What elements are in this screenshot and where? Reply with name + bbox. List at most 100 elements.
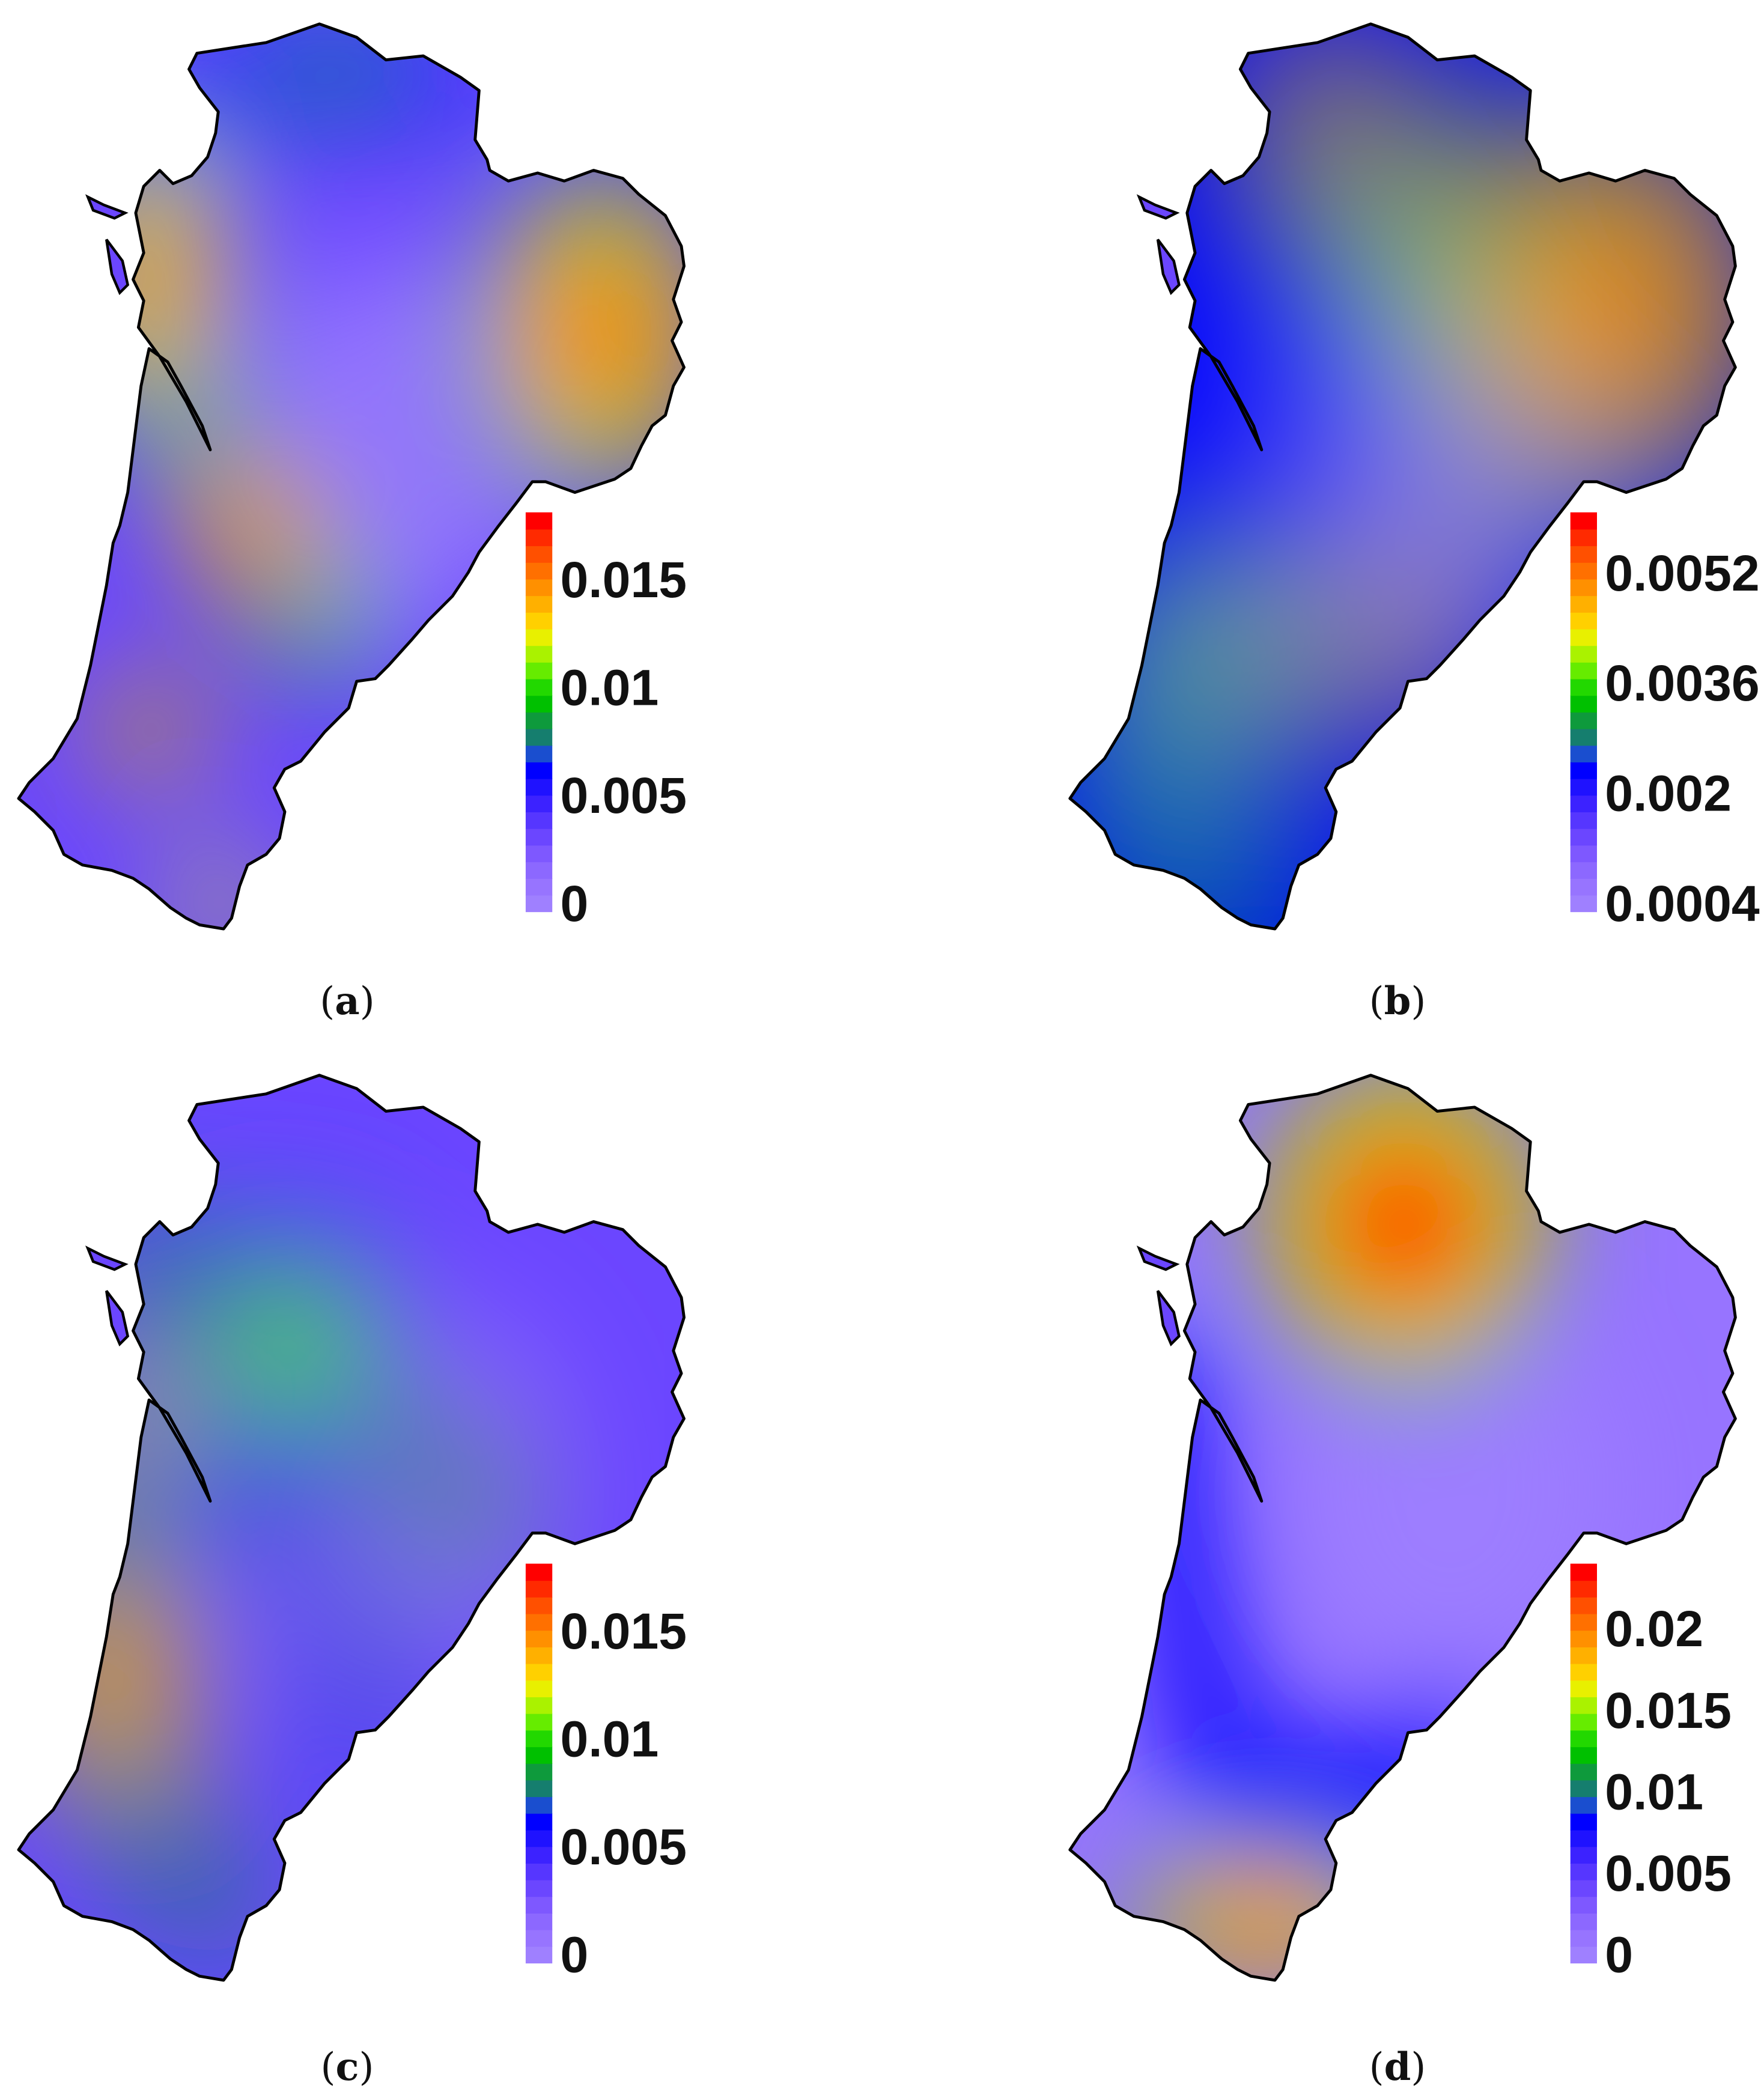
colorbar-step <box>1570 712 1597 729</box>
colorbar-step <box>525 712 553 729</box>
colorbar-step <box>525 1863 553 1881</box>
colorbar-step <box>1570 562 1597 580</box>
colorbar-tick-label: 0 <box>561 1927 589 1983</box>
colorbar-step <box>525 645 553 663</box>
colorbar-tick-label: 0.01 <box>561 660 659 716</box>
colorbar-step <box>525 1563 553 1581</box>
hotspot-southwest-ring-3 <box>1143 588 1239 716</box>
colorbar-tick-label: 0.002 <box>1605 765 1732 821</box>
colorbar-step <box>1570 1647 1597 1664</box>
colorbar-step <box>525 828 553 846</box>
colorbar-tick-label: 0.0036 <box>1605 655 1759 711</box>
colorbar-step <box>525 845 553 863</box>
colorbar-step <box>525 546 553 563</box>
colorbar-step <box>525 695 553 713</box>
colorbar-tick-label: 0.0052 <box>1605 545 1759 601</box>
colorbar-step <box>1570 1929 1597 1947</box>
hotspot-east-ring-3 <box>1534 210 1686 402</box>
colorbar-tick-label: 0.005 <box>561 1819 687 1875</box>
colorbar-step <box>525 1597 553 1614</box>
colorbar-step <box>1570 1680 1597 1698</box>
colorbar-step <box>525 895 553 913</box>
colorbar-step <box>525 595 553 613</box>
colorbar-step <box>525 1796 553 1814</box>
colorbar-step <box>1570 1580 1597 1598</box>
colorbar-tick-label: 0.015 <box>1605 1682 1732 1739</box>
region-border <box>1068 1074 1737 1982</box>
colorbar-step <box>1570 579 1597 597</box>
island <box>85 1245 129 1271</box>
panel-label-a: a <box>335 979 360 1024</box>
island <box>1156 1290 1181 1347</box>
colorbar-step <box>525 1896 553 1914</box>
colorbar-step <box>1570 628 1597 646</box>
colorbar-step <box>1570 1846 1597 1864</box>
map-b <box>1069 23 1736 929</box>
colorbar-step <box>525 1697 553 1714</box>
colorbar-step <box>525 1946 553 1964</box>
island <box>1136 194 1180 220</box>
colorbar-tick-label: 0 <box>561 875 589 932</box>
colorbar-step <box>525 562 553 580</box>
colorbar-step <box>525 1663 553 1681</box>
region-border <box>1068 22 1737 931</box>
colorbar-step <box>1570 1879 1597 1897</box>
panel-label-b: b <box>1384 979 1411 1024</box>
panel-c: 0 0.005 0.01 0.015 <box>17 1074 687 1983</box>
colorbar-step <box>1570 1597 1597 1614</box>
colorbar-step <box>1570 1829 1597 1847</box>
colorbar-step <box>1570 745 1597 762</box>
hotspot-north-ring-3 <box>1336 1148 1472 1301</box>
colorbar-step <box>1570 529 1597 547</box>
colorbar-step <box>525 661 553 680</box>
hotspot-east-ring-3 <box>543 252 655 413</box>
colorbar-step <box>1570 1697 1597 1714</box>
panel-caption-b: (b) <box>1369 979 1426 1024</box>
colorbar-step <box>525 678 553 696</box>
colorbar-step <box>1570 678 1597 696</box>
hotspot-north-ring-3 <box>1286 71 1375 168</box>
colorbar-step <box>525 612 553 630</box>
colorbar-step <box>1570 795 1597 813</box>
colorbar-step <box>525 878 553 896</box>
colorbar-step <box>1570 1863 1597 1881</box>
colorbar-tick-label: 0.01 <box>561 1710 659 1767</box>
colorbar-step <box>1570 1780 1597 1798</box>
colorbar-step <box>1570 1713 1597 1731</box>
colorbar-step <box>525 1730 553 1748</box>
colorbar-step <box>525 795 553 813</box>
colorbar-step <box>1570 762 1597 779</box>
panel-label-c: c <box>335 2045 359 2090</box>
island <box>85 194 129 220</box>
colorbar-step <box>1570 595 1597 613</box>
panel-d: 0 0.005 0.01 0.015 0.02 <box>1068 1074 1737 1983</box>
colorbar-a: 0 0.005 0.01 0.015 <box>525 512 687 932</box>
colorbar-step <box>525 1829 553 1847</box>
colorbar-step <box>1570 1747 1597 1764</box>
colorbar-b: 0.0004 0.002 0.0036 0.0052 <box>1570 512 1760 932</box>
colorbar-step <box>525 1680 553 1698</box>
hotspot-west-coast-ring-2 <box>104 1353 162 1481</box>
colorbar-step <box>1570 1563 1597 1581</box>
colorbar-step <box>525 1813 553 1831</box>
panel-label-d: d <box>1384 2045 1411 2090</box>
colorbar-step <box>525 762 553 779</box>
colorbar-step <box>1570 812 1597 829</box>
colorbar-step <box>1570 1613 1597 1631</box>
hotspot-north-tip-ring-3 <box>245 37 421 109</box>
colorbar-step <box>525 728 553 746</box>
colorbar-step <box>1570 1896 1597 1914</box>
colorbar-step <box>1570 695 1597 713</box>
panel-caption-d: (d) <box>1369 2045 1426 2090</box>
colorbar-step <box>525 1846 553 1864</box>
colorbar-tick-label: 0.02 <box>1605 1601 1703 1657</box>
colorbar-step <box>1570 878 1597 896</box>
panel-caption-c: (c) <box>320 2045 374 2090</box>
colorbar-step <box>525 1879 553 1897</box>
colorbar-step <box>525 1647 553 1664</box>
colorbar-step <box>1570 828 1597 846</box>
colorbar-step <box>525 745 553 762</box>
colorbar-step <box>1570 1913 1597 1930</box>
